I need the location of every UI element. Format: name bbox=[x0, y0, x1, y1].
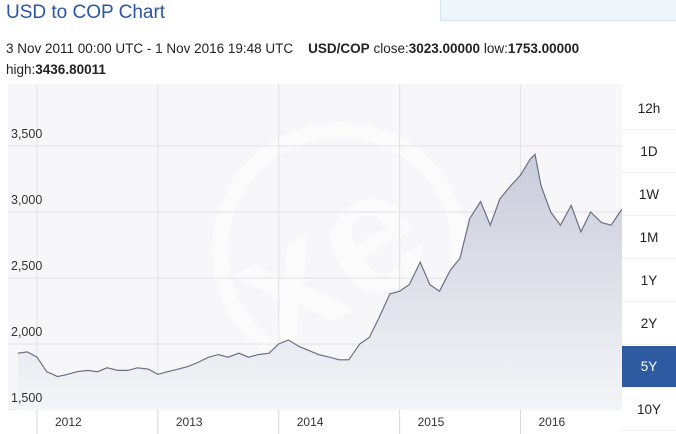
y-tick-label: 3,500 bbox=[11, 127, 42, 141]
low-label: low: bbox=[483, 41, 508, 56]
range-button[interactable]: 1Y bbox=[622, 260, 676, 302]
currency-pair: USD/COP bbox=[308, 41, 370, 56]
y-tick-label: 2,000 bbox=[11, 325, 42, 339]
range-button[interactable]: 1W bbox=[622, 174, 676, 216]
header-panel bbox=[440, 0, 676, 21]
close-label: close: bbox=[373, 41, 409, 56]
date-range: 3 Nov 2011 00:00 UTC - 1 Nov 2016 19:48 … bbox=[6, 41, 294, 56]
y-tick-label: 2,500 bbox=[11, 259, 42, 273]
low-value: 1753.00000 bbox=[507, 41, 580, 56]
x-tick-label: 2015 bbox=[418, 415, 445, 429]
high-label: high: bbox=[6, 62, 36, 77]
range-button[interactable]: 10Y bbox=[622, 389, 676, 431]
x-tick-label: 2012 bbox=[55, 415, 82, 429]
area-fill bbox=[17, 154, 622, 410]
chart-info: 3 Nov 2011 00:00 UTC - 1 Nov 2016 19:48 … bbox=[6, 38, 646, 80]
range-button[interactable]: 12h bbox=[622, 88, 676, 130]
close-value: 3023.00000 bbox=[408, 41, 481, 56]
plot bbox=[17, 153, 623, 410]
y-tick-label: 3,000 bbox=[11, 193, 42, 207]
x-axis-band bbox=[8, 410, 622, 434]
range-button[interactable]: 1D bbox=[622, 131, 676, 173]
range-button[interactable]: 5Y bbox=[622, 346, 676, 388]
chart-title: USD to COP Chart bbox=[6, 2, 166, 23]
x-tick-label: 2014 bbox=[297, 415, 324, 429]
x-tick-label: 2016 bbox=[538, 415, 565, 429]
high-value: 3436.80011 bbox=[35, 62, 106, 77]
y-tick-label: 1,500 bbox=[11, 391, 42, 405]
x-tick-label: 2013 bbox=[176, 415, 203, 429]
rate-line bbox=[17, 153, 623, 378]
range-button[interactable]: 1M bbox=[622, 217, 676, 259]
range-button[interactable]: 2Y bbox=[622, 303, 676, 345]
axes: 1,500 2,000 2,500 3,000 3,500 2012 2013 2014 201… bbox=[11, 127, 565, 434]
